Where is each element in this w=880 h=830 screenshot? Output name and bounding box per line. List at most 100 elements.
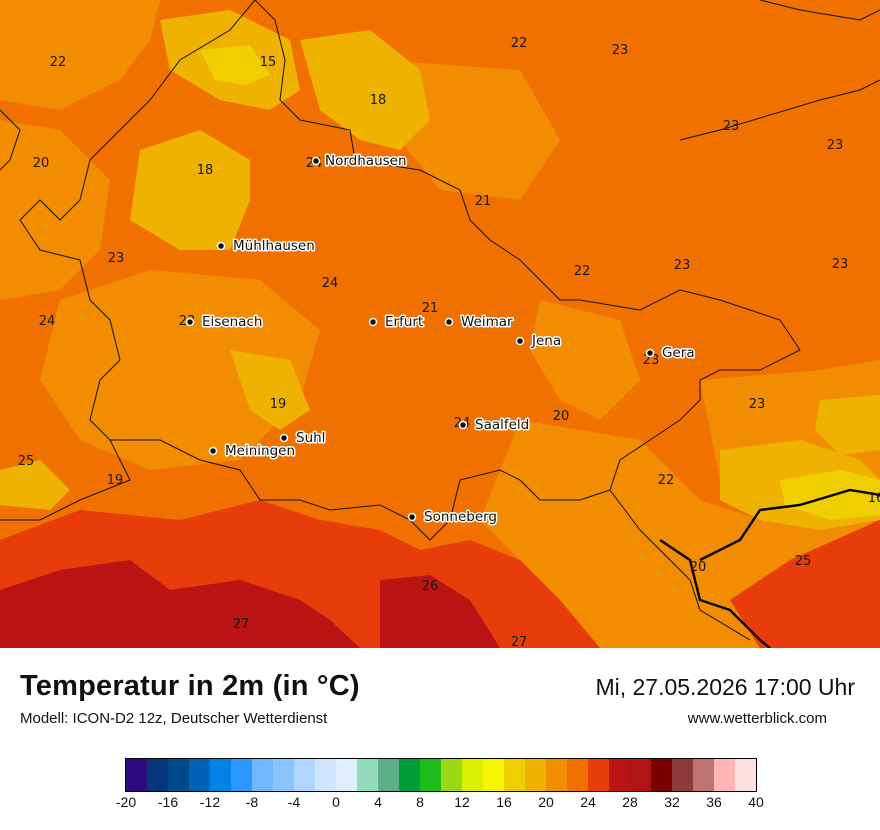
color-legend-swatch [294,759,315,791]
value-label: 18 [197,163,214,178]
color-legend-swatch [735,759,756,791]
color-legend-tick-label: 36 [706,794,722,810]
color-legend-tick-label: -12 [199,794,221,810]
city-muehlhausen[interactable]: Mühlhausen [216,237,316,256]
value-label: 21 [422,301,439,316]
value-label: 27 [233,617,250,632]
color-legend-swatch [273,759,294,791]
city-eisenach[interactable]: Eisenach [185,313,264,332]
city-dot-icon [368,317,378,327]
city-dot-icon [279,433,289,443]
temperature-map: 22 15 18 22 23 20 18 24 23 23 21 23 24 2… [0,0,880,648]
value-label: 26 [422,579,439,594]
forecast-datetime: Mi, 27.05.2026 17:00 Uhr [595,674,855,700]
value-label: 22 [658,473,675,488]
city-weimar[interactable]: Weimar [444,313,515,332]
city-gera[interactable]: Gera [645,344,696,363]
value-label: 19 [270,397,287,412]
value-label: 15 [260,55,277,70]
state-border [0,109,21,171]
color-legend-swatch [231,759,252,791]
color-legend-tick-label: 20 [538,794,554,810]
color-legend [125,758,757,792]
city-label: Nordhausen [325,153,407,169]
color-legend-swatch [672,759,693,791]
color-legend-swatch [651,759,672,791]
city-label: Meiningen [225,443,295,459]
city-label: Sonneberg [424,509,497,525]
city-suhl[interactable]: Suhl [279,429,327,448]
value-label: 23 [827,138,844,153]
color-legend-tick-label: 16 [496,794,512,810]
value-label: 23 [723,119,740,134]
color-legend-ticks: -20 -16 -12 -8 -4 0 4 8 12 16 20 24 28 32 36 40 [0,794,880,814]
color-legend-swatch [378,759,399,791]
color-legend-tick-label: 24 [580,794,596,810]
state-border [759,0,880,21]
city-label: Saalfeld [475,417,529,433]
national-border [659,539,771,648]
city-dot-icon [216,241,226,251]
city-erfurt[interactable]: Erfurt [368,313,425,332]
state-border [679,79,880,141]
value-labels: 22 15 18 22 23 20 18 24 23 23 21 23 24 2… [18,36,880,648]
color-legend-tick-label: 32 [664,794,680,810]
city-jena[interactable]: Jena [515,332,563,351]
color-legend-tick-label: -20 [115,794,137,810]
city-saalfeld[interactable]: Saalfeld [458,416,531,435]
value-label: 24 [39,314,56,329]
color-legend-tick-label: 12 [454,794,470,810]
value-label: 27 [511,635,528,648]
value-label: 22 [511,36,528,51]
city-markers: Nordhausen Mühlhausen Eisenach Erfurt We… [185,152,696,527]
city-dot-icon [444,317,454,327]
value-label: 23 [612,43,629,58]
color-legend-swatch [567,759,588,791]
color-legend-swatch [504,759,525,791]
state-border [0,0,256,521]
city-dot-icon [311,156,321,166]
value-label: 23 [749,397,766,412]
value-label: 22 [50,55,67,70]
value-label: 16 [868,491,880,506]
city-label: Erfurt [385,314,423,330]
city-nordhausen[interactable]: Nordhausen [311,152,408,171]
state-border [254,0,801,641]
value-label: 25 [795,554,812,569]
color-legend-swatch [693,759,714,791]
city-label: Weimar [461,314,513,330]
value-label: 20 [553,409,570,424]
city-label: Jena [531,333,561,349]
city-label: Eisenach [202,314,262,330]
color-legend-tick-label: 4 [374,794,382,810]
city-label: Suhl [296,430,325,446]
field-zone [300,30,430,150]
city-dot-icon [645,348,655,358]
website-link[interactable]: www.wetterblick.com [687,710,827,727]
field-zone [230,350,310,430]
color-legend-swatch [588,759,609,791]
color-legend-swatch [714,759,735,791]
color-legend-swatch [126,759,147,791]
value-label: 18 [370,93,387,108]
city-dot-icon [515,336,525,346]
color-legend-swatch [168,759,189,791]
color-legend-swatch [189,759,210,791]
color-legend-swatch [210,759,231,791]
color-legend-swatch [357,759,378,791]
field-zone [0,0,160,110]
value-label: 20 [690,560,707,575]
city-dot-icon [185,317,195,327]
model-source: Modell: ICON-D2 12z, Deutscher Wetterdie… [20,710,328,727]
value-label: 21 [475,194,492,209]
color-legend-tick-label: -16 [157,794,179,810]
value-label: 22 [574,264,591,279]
city-meiningen[interactable]: Meiningen [208,442,297,461]
color-legend-swatch [252,759,273,791]
color-legend-tick-label: 40 [748,794,764,810]
color-legend-swatch [546,759,567,791]
city-sonneberg[interactable]: Sonneberg [407,508,499,527]
value-label: 19 [107,473,124,488]
color-legend-tick-label: 28 [622,794,638,810]
field-zone [815,395,880,455]
